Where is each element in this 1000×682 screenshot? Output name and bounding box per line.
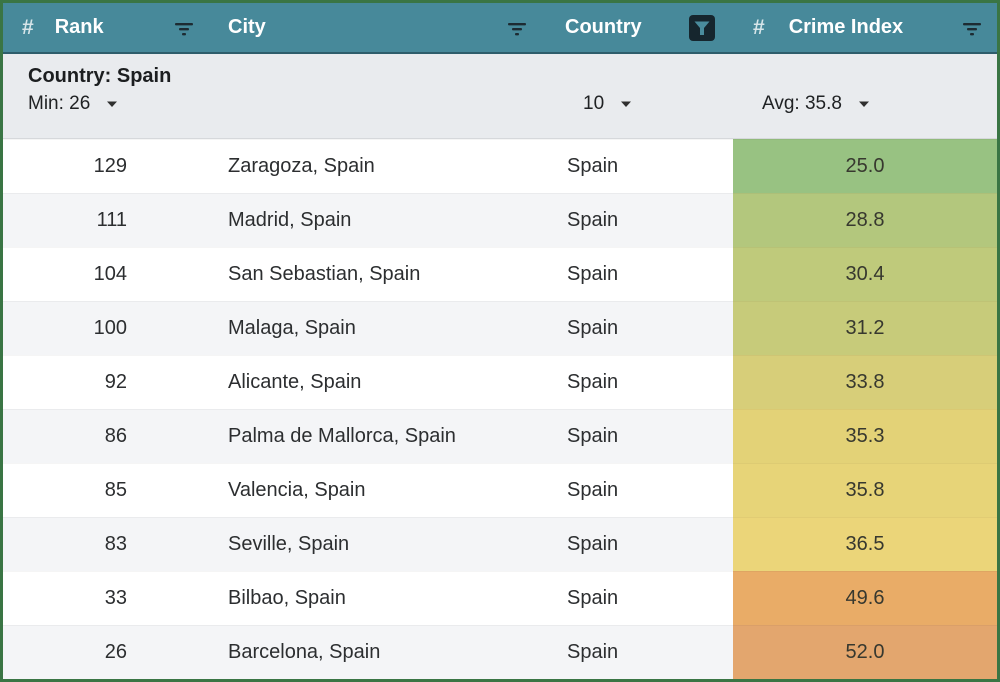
dropdown-arrow-icon (107, 101, 118, 107)
rank-cell: 111 (3, 193, 210, 247)
rank-cell: 26 (3, 625, 210, 679)
country-cell: Spain (545, 139, 733, 193)
filter-funnel-active-icon[interactable] (688, 14, 716, 42)
crime-index-cell: 25.0 (733, 139, 997, 193)
filter-lines-icon[interactable] (171, 15, 197, 41)
rank-cell: 92 (3, 355, 210, 409)
country-cell: Spain (545, 517, 733, 571)
crime-index-cell: 49.6 (733, 571, 997, 625)
column-header-country[interactable]: Country (545, 3, 733, 52)
table-row: 83 Seville, Spain Spain 36.5 (3, 517, 997, 571)
country-cell: Spain (545, 193, 733, 247)
crime-index-cell: 28.8 (733, 193, 997, 247)
table-row: 129 Zaragoza, Spain Spain 25.0 (3, 139, 997, 193)
numeric-type-icon: # (22, 15, 34, 39)
column-label-country: Country (565, 16, 642, 38)
table-row: 85 Valencia, Spain Spain 35.8 (3, 463, 997, 517)
group-title: Country: Spain (28, 65, 172, 87)
rank-cell: 33 (3, 571, 210, 625)
crime-index-cell: 35.8 (733, 463, 997, 517)
column-label-rank: Rank (54, 16, 104, 38)
rank-cell: 104 (3, 247, 210, 301)
country-cell: Spain (545, 355, 733, 409)
country-aggregate-value: 10 (583, 93, 605, 114)
country-aggregate-dropdown[interactable]: 10 (583, 93, 632, 115)
numeric-type-icon: # (753, 15, 765, 39)
country-cell: Spain (545, 625, 733, 679)
column-header-crime-index[interactable]: # Crime Index (733, 3, 997, 52)
column-header-city[interactable]: City (210, 3, 545, 52)
country-cell: Spain (545, 301, 733, 355)
city-cell: Bilbao, Spain (210, 571, 545, 625)
dropdown-arrow-icon (858, 101, 869, 107)
city-cell: Barcelona, Spain (210, 625, 545, 679)
table-row: 26 Barcelona, Spain Spain 52.0 (3, 625, 997, 679)
rank-cell: 85 (3, 463, 210, 517)
rank-cell: 129 (3, 139, 210, 193)
rank-cell: 83 (3, 517, 210, 571)
crime-index-cell: 31.2 (733, 301, 997, 355)
column-label-crime-index: Crime Index (788, 16, 904, 38)
rank-cell: 100 (3, 301, 210, 355)
city-cell: Alicante, Spain (210, 355, 545, 409)
table-row: 92 Alicante, Spain Spain 33.8 (3, 355, 997, 409)
rank-aggregate-value: Min: 26 (28, 93, 91, 114)
city-cell: Palma de Mallorca, Spain (210, 409, 545, 463)
city-cell: San Sebastian, Spain (210, 247, 545, 301)
table-row: 33 Bilbao, Spain Spain 49.6 (3, 571, 997, 625)
country-cell: Spain (545, 247, 733, 301)
group-header-panel: Country: Spain Min: 26 10 Avg: 35.8 (3, 54, 997, 139)
city-cell: Malaga, Spain (210, 301, 545, 355)
dropdown-arrow-icon (621, 101, 632, 107)
table-header: # Rank City Country # C (3, 3, 997, 54)
crime-index-cell: 33.8 (733, 355, 997, 409)
crime-aggregate-dropdown[interactable]: Avg: 35.8 (762, 93, 870, 115)
city-cell: Seville, Spain (210, 517, 545, 571)
city-cell: Valencia, Spain (210, 463, 545, 517)
city-cell: Madrid, Spain (210, 193, 545, 247)
crime-index-cell: 30.4 (733, 247, 997, 301)
table-body: 129 Zaragoza, Spain Spain 25.0 111 Madri… (3, 139, 997, 679)
country-cell: Spain (545, 463, 733, 517)
city-cell: Zaragoza, Spain (210, 139, 545, 193)
rank-cell: 86 (3, 409, 210, 463)
table-row: 104 San Sebastian, Spain Spain 30.4 (3, 247, 997, 301)
crime-aggregate-value: Avg: 35.8 (762, 93, 842, 114)
crime-index-cell: 36.5 (733, 517, 997, 571)
column-label-city: City (228, 16, 266, 38)
country-cell: Spain (545, 409, 733, 463)
filter-lines-icon[interactable] (959, 15, 985, 41)
table-row: 100 Malaga, Spain Spain 31.2 (3, 301, 997, 355)
table-row: 86 Palma de Mallorca, Spain Spain 35.3 (3, 409, 997, 463)
group-filters-row: Min: 26 10 Avg: 35.8 (3, 93, 997, 115)
column-header-rank[interactable]: # Rank (3, 3, 210, 52)
crime-index-cell: 35.3 (733, 409, 997, 463)
rank-aggregate-dropdown[interactable]: Min: 26 (28, 93, 118, 115)
country-cell: Spain (545, 571, 733, 625)
crime-index-cell: 52.0 (733, 625, 997, 679)
table-row: 111 Madrid, Spain Spain 28.8 (3, 193, 997, 247)
filter-lines-icon[interactable] (504, 15, 530, 41)
